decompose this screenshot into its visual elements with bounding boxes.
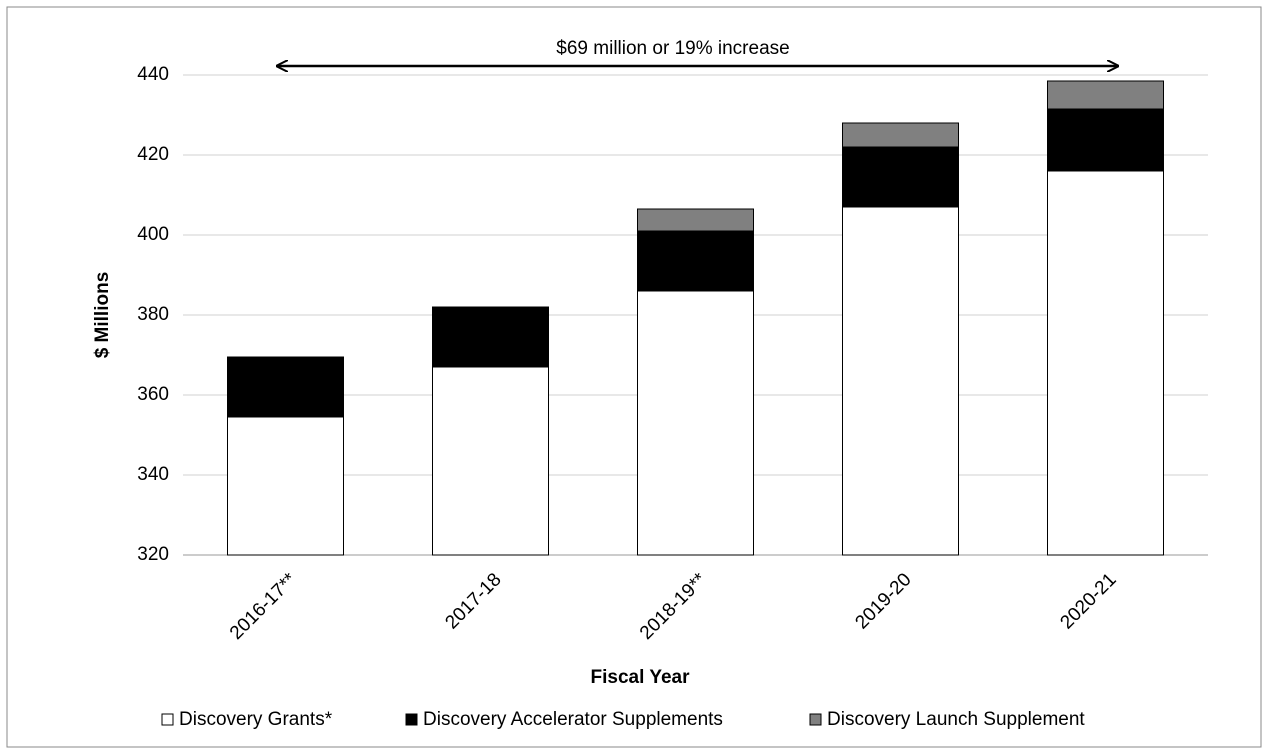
bar-segment bbox=[637, 230, 754, 292]
bar-segment bbox=[432, 306, 549, 368]
bar-segment bbox=[842, 122, 959, 148]
legend-swatch bbox=[405, 713, 418, 726]
bar-segment bbox=[227, 356, 344, 418]
legend-label: Discovery Grants* bbox=[179, 709, 333, 730]
bar-segment bbox=[1047, 170, 1164, 556]
y-tick-label: 440 bbox=[137, 64, 169, 85]
bar-segment bbox=[842, 146, 959, 208]
y-tick-label: 360 bbox=[137, 384, 169, 405]
annotation: $69 million or 19% increase bbox=[556, 38, 789, 59]
y-axis-label: $ Millions bbox=[92, 272, 113, 359]
y-tick-label: 320 bbox=[137, 544, 169, 565]
y-tick-label: 400 bbox=[137, 224, 169, 245]
legend-label: Discovery Launch Supplement bbox=[827, 709, 1085, 730]
bar-segment bbox=[1047, 80, 1164, 110]
legend-label: Discovery Accelerator Supplements bbox=[423, 709, 723, 730]
bar-segment bbox=[227, 416, 344, 556]
y-tick-label: 380 bbox=[137, 304, 169, 325]
x-axis-label: Fiscal Year bbox=[591, 667, 691, 688]
legend-swatch bbox=[161, 713, 174, 726]
legend-swatch bbox=[809, 713, 822, 726]
bar-segment bbox=[637, 208, 754, 232]
bar-segment bbox=[842, 206, 959, 556]
y-tick-label: 420 bbox=[137, 144, 169, 165]
bar-segment bbox=[432, 366, 549, 556]
bar-segment bbox=[1047, 108, 1164, 172]
bar-segment bbox=[637, 290, 754, 556]
y-tick-label: 340 bbox=[137, 464, 169, 485]
